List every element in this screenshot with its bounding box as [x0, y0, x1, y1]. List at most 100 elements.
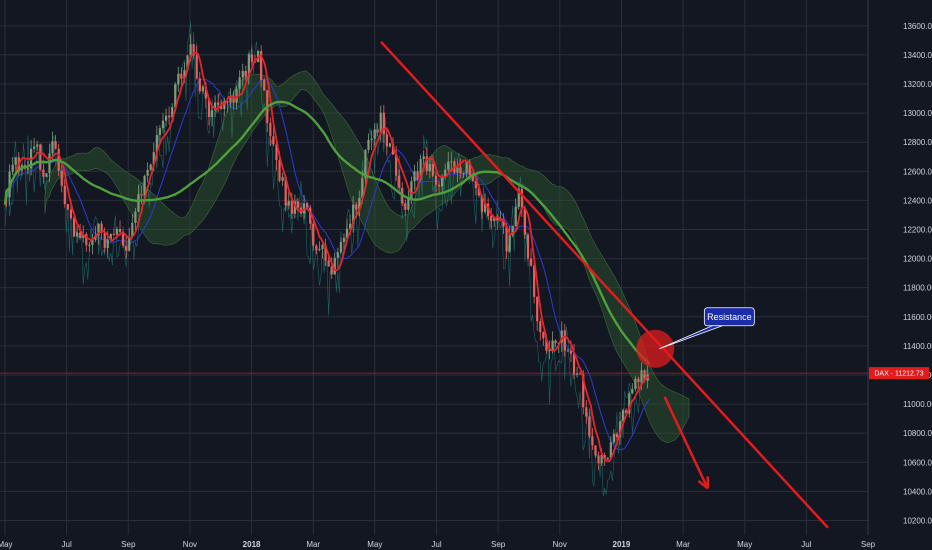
candle-body [533, 265, 536, 297]
candle-body [275, 144, 278, 161]
x-tick-label: Mar [306, 540, 320, 549]
candle-body [220, 104, 223, 110]
x-tick-label: May [0, 540, 13, 549]
candle-body [312, 223, 315, 246]
y-tick-label: 12200.00 [903, 225, 932, 234]
lagging-span-line [4, 21, 650, 497]
candle-body [290, 200, 293, 214]
candle-body [618, 421, 622, 438]
candle-body [14, 157, 17, 165]
candle-body [207, 98, 211, 118]
trendlines[interactable] [380, 40, 829, 529]
candle-body [149, 164, 152, 170]
candle-body [128, 236, 131, 251]
candles [5, 34, 649, 471]
candle-body [54, 141, 57, 149]
x-tick-label: Sep [861, 540, 876, 549]
x-tick-label: Jul [431, 540, 441, 549]
candle-body [361, 178, 364, 198]
candle-body [367, 139, 370, 150]
resistance-trendline [380, 40, 829, 529]
candle-body [434, 175, 438, 185]
candle-body [309, 207, 312, 224]
moving-averages [0, 51, 868, 463]
candle-body [496, 216, 499, 221]
candle-body [158, 128, 162, 136]
candle-body [109, 233, 112, 240]
candle-body [572, 353, 576, 375]
candle-body [523, 208, 527, 235]
price-axis[interactable]: 10200.00 10400.00 10600.00 10800.00 11000.00… [903, 22, 932, 526]
candle-body [39, 144, 42, 170]
y-tick-label: 12000.00 [903, 255, 932, 264]
candle-body [609, 442, 612, 459]
base-line [4, 78, 650, 451]
candle-body [210, 110, 214, 118]
y-tick-label: 13600.00 [903, 22, 932, 31]
time-axis[interactable]: May Jul Sep Nov 2018 Mar May Jul Sep Nov 2019 Mar Ma… [0, 540, 876, 549]
candle-body [413, 171, 416, 182]
candle-body [327, 260, 330, 267]
candle-body [321, 244, 324, 249]
candle-body [201, 86, 204, 92]
candle-body [115, 228, 119, 235]
candle-body [625, 410, 628, 414]
candle-body [189, 44, 192, 56]
candle-body [177, 73, 180, 85]
candle-body [437, 184, 441, 187]
candle-body [456, 167, 459, 173]
candle-body [36, 144, 39, 147]
candle-body [579, 373, 582, 375]
candle-body [364, 149, 367, 179]
y-tick-label: 10200.00 [903, 516, 932, 525]
candle-body [229, 96, 232, 103]
candle-body [517, 189, 520, 207]
candle-body [79, 232, 82, 239]
candle-body [339, 241, 342, 253]
resistance-callout[interactable]: Resistance [659, 307, 755, 350]
candle-body [536, 296, 539, 322]
candle-body [554, 340, 557, 343]
x-tick-label: Nov [183, 540, 197, 549]
candle-body [284, 176, 287, 206]
candle-body [11, 164, 14, 172]
x-tick-label: Jul [62, 540, 72, 549]
candle-body [315, 245, 318, 251]
candle-body [355, 204, 358, 210]
x-tick-label: 2018 [243, 540, 261, 549]
candle-body [198, 78, 201, 92]
candle-body [238, 77, 241, 89]
candle-body [121, 232, 125, 246]
y-tick-label: 10800.00 [903, 429, 932, 438]
candle-body [431, 164, 435, 176]
candle-body [125, 245, 128, 251]
candle-body [296, 201, 300, 208]
forecast-arrow-line [663, 396, 709, 489]
candle-body [450, 161, 453, 163]
candle-body [42, 169, 45, 177]
candle-body [192, 44, 195, 56]
candle-body [269, 122, 272, 137]
candle-body [226, 101, 229, 103]
candle-body [152, 152, 155, 165]
candle-body [612, 433, 615, 443]
x-tick-label: May [737, 540, 752, 549]
candle-body [66, 204, 69, 210]
candle-body [560, 330, 563, 343]
y-tick-label: 12400.00 [903, 196, 932, 205]
candle-body [306, 203, 309, 208]
candle-body [404, 203, 407, 210]
x-tick-label: Nov [553, 540, 567, 549]
candle-body [474, 181, 477, 189]
candle-body [143, 175, 146, 196]
resistance-circle [636, 329, 675, 368]
candle-body [217, 102, 220, 105]
candle-body [118, 228, 122, 233]
candle-body [551, 340, 554, 351]
candle-body [526, 234, 530, 259]
candle-body [241, 70, 244, 78]
candle-body [388, 143, 392, 147]
